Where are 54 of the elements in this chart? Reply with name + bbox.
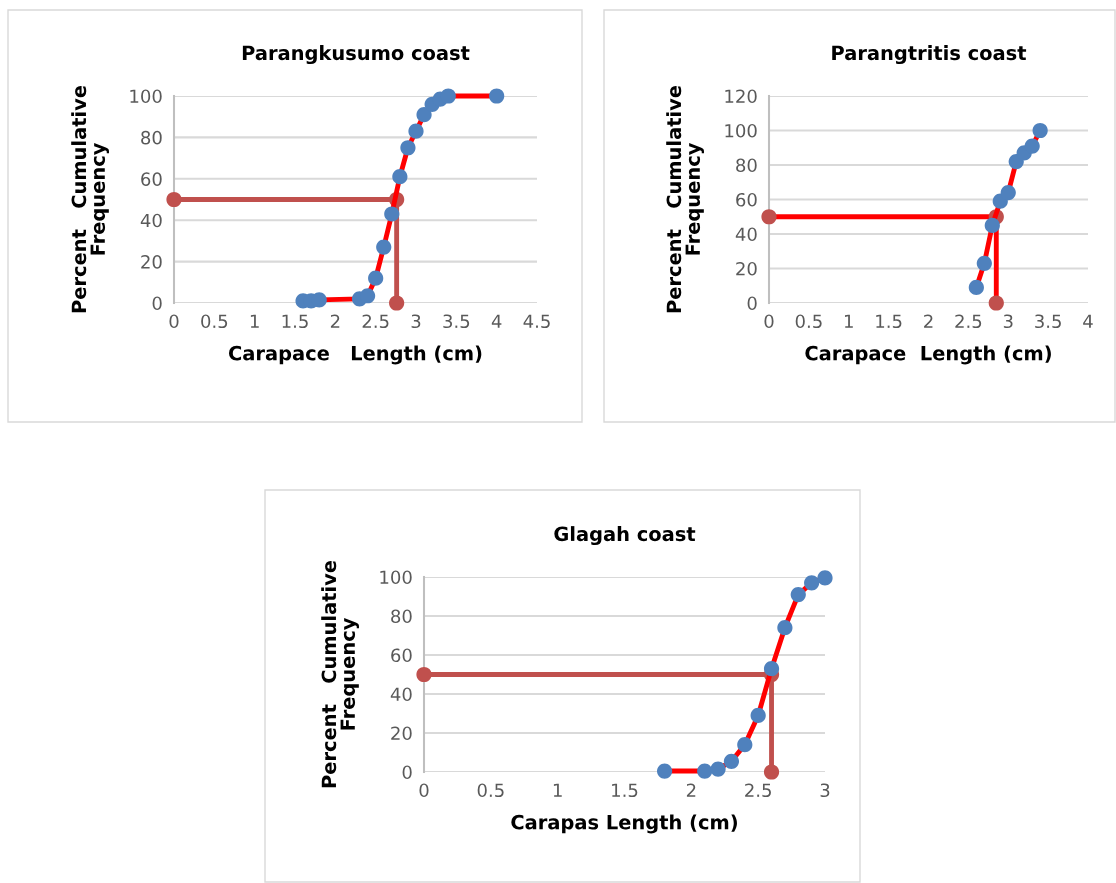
y-tick-label: 100	[130, 89, 162, 104]
x-tick-label: 2	[686, 783, 696, 797]
x-axis-title: Carapace Length (cm)	[805, 345, 1051, 365]
chart-title: Parangtritis coast	[832, 45, 1027, 65]
y-tick-label: 80	[141, 130, 162, 145]
y-tick-label: 0	[747, 296, 757, 311]
x-tick-label: 0	[169, 314, 179, 329]
y-tick-label: 60	[736, 192, 757, 207]
x-tick-label: 1.5	[612, 783, 638, 798]
x-tick-label: 0	[764, 314, 774, 329]
x-tick-label: 3	[820, 783, 830, 798]
x-tick-label: 1	[553, 783, 562, 797]
y-tick-label: 20	[141, 255, 162, 269]
y-axis-title: Percent Cumulative Frequency	[71, 85, 109, 313]
x-tick-label: 0.5	[201, 314, 228, 329]
y-tick-label: 100	[725, 123, 757, 138]
y-tick-label: 40	[390, 687, 412, 702]
x-tick-label: 1.5	[282, 314, 308, 329]
y-tick-label: 20	[736, 261, 757, 276]
x-tick-label: 1.5	[876, 314, 902, 329]
y-tick-label: 0	[152, 296, 162, 311]
y-tick-label: 60	[391, 648, 412, 663]
y-tick-label: 0	[402, 765, 412, 780]
x-tick-label: 2.5	[745, 783, 771, 798]
x-axis-title: Carapace Length (cm)	[228, 345, 482, 365]
x-axis-title: Carapas Length (cm)	[511, 814, 737, 834]
x-tick-label: 1	[844, 314, 853, 328]
y-tick-label: 40	[735, 227, 757, 242]
x-tick-label: 3	[1003, 314, 1013, 329]
y-tick-label: 20	[391, 726, 412, 741]
chart-title: Glagah coast	[554, 526, 696, 546]
y-tick-label: 120	[725, 89, 757, 104]
x-tick-label: 2.5	[955, 314, 982, 329]
x-tick-label: 0.5	[795, 314, 822, 329]
y-tick-label: 80	[391, 609, 412, 624]
y-tick-label: 100	[380, 570, 412, 585]
y-tick-label: 60	[141, 172, 162, 186]
chart-title: Parangkusumo coast	[242, 45, 470, 65]
x-tick-label: 3.5	[443, 314, 470, 329]
y-tick-label: 40	[140, 213, 162, 228]
y-axis-title: Percent Cumulative Frequency	[666, 85, 704, 313]
x-tick-label: 1	[250, 314, 259, 328]
x-tick-label: 2.5	[362, 314, 389, 329]
x-tick-label: 4	[1083, 314, 1093, 328]
x-tick-label: 4.5	[523, 314, 550, 329]
x-tick-label: 3.5	[1035, 314, 1061, 329]
x-tick-label: 2	[330, 314, 340, 328]
x-tick-label: 0	[419, 783, 429, 798]
x-tick-label: 0.5	[477, 783, 504, 798]
y-axis-title: Percent Cumulative Frequency	[321, 560, 359, 788]
x-tick-label: 3	[411, 314, 421, 329]
x-tick-label: 4	[491, 314, 502, 328]
y-tick-label: 80	[736, 158, 757, 173]
x-tick-label: 2	[924, 314, 933, 328]
